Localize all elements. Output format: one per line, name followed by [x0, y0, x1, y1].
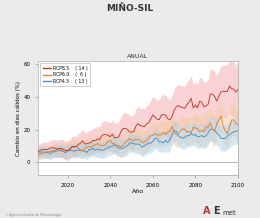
- Text: E: E: [213, 206, 220, 216]
- Legend: RCP8.5    ( 14 ), RCP6.0    (  6 ), RCP4.5    ( 13 ): RCP8.5 ( 14 ), RCP6.0 ( 6 ), RCP4.5 ( 13…: [40, 63, 90, 86]
- Y-axis label: Cambio en dias cálidos (%): Cambio en dias cálidos (%): [15, 81, 21, 156]
- Text: MIÑO-SIL: MIÑO-SIL: [106, 4, 154, 13]
- Text: © Agencia Estatal de Meteorología: © Agencia Estatal de Meteorología: [5, 213, 61, 217]
- Title: ANUAL: ANUAL: [127, 54, 148, 59]
- X-axis label: Año: Año: [132, 189, 144, 194]
- Text: met: met: [222, 210, 236, 216]
- Text: A: A: [203, 206, 210, 216]
